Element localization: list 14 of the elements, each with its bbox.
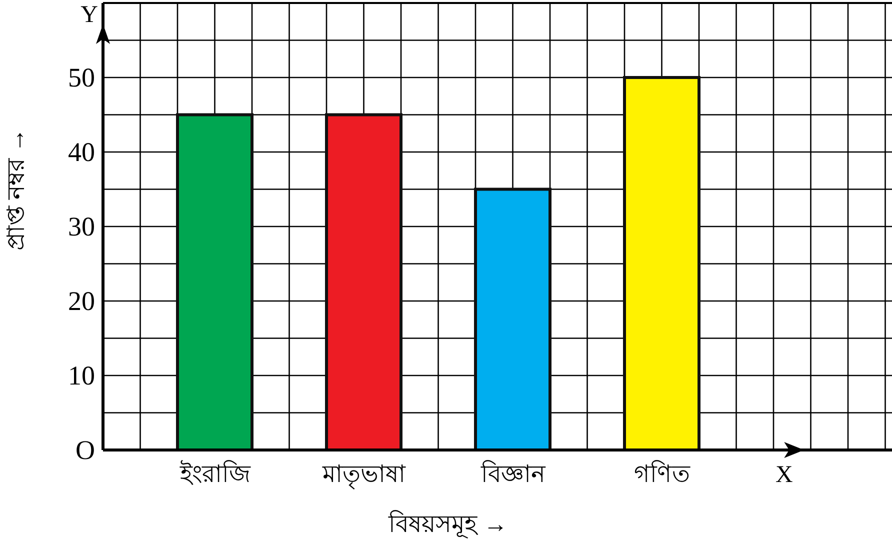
text: Y — [80, 2, 98, 28]
y-tick-label: 50 — [68, 62, 95, 92]
y-tick-label: 30 — [68, 212, 95, 242]
x-tick-label: ইংরাজি — [178, 460, 251, 488]
text: X — [775, 462, 793, 488]
y-tick-label: 10 — [68, 360, 95, 390]
x-tick-label: বিজ্ঞান — [480, 460, 546, 488]
y-axis-title: প্রাপ্ত নম্বর → — [4, 128, 30, 250]
x-tick-label: গণিত — [634, 460, 691, 488]
x-axis-title: বিষয়সমূহ → — [388, 510, 508, 538]
y-tick-label: 20 — [68, 286, 95, 316]
y-tick-label: 40 — [68, 137, 95, 167]
x-tick-label: মাতৃভাষা — [321, 462, 406, 490]
y-tick-label: O — [76, 435, 95, 465]
